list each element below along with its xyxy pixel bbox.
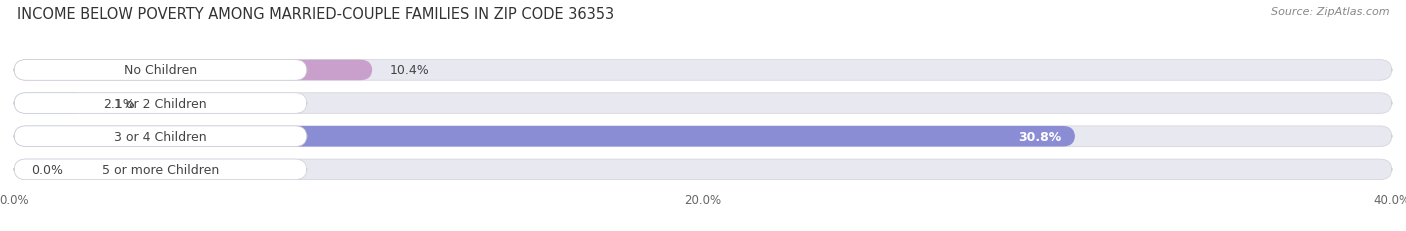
Text: 0.0%: 0.0%	[31, 163, 63, 176]
FancyBboxPatch shape	[14, 126, 307, 147]
FancyBboxPatch shape	[14, 93, 307, 114]
FancyBboxPatch shape	[14, 60, 373, 81]
Text: Source: ZipAtlas.com: Source: ZipAtlas.com	[1271, 7, 1389, 17]
Text: 2.1%: 2.1%	[104, 97, 135, 110]
FancyBboxPatch shape	[14, 93, 1392, 114]
Text: 5 or more Children: 5 or more Children	[101, 163, 219, 176]
FancyBboxPatch shape	[14, 126, 1076, 147]
FancyBboxPatch shape	[14, 60, 1392, 81]
Text: 30.8%: 30.8%	[1018, 130, 1062, 143]
Text: INCOME BELOW POVERTY AMONG MARRIED-COUPLE FAMILIES IN ZIP CODE 36353: INCOME BELOW POVERTY AMONG MARRIED-COUPL…	[17, 7, 614, 22]
FancyBboxPatch shape	[14, 126, 1392, 147]
Text: 10.4%: 10.4%	[389, 64, 429, 77]
Text: 3 or 4 Children: 3 or 4 Children	[114, 130, 207, 143]
Text: No Children: No Children	[124, 64, 197, 77]
FancyBboxPatch shape	[14, 60, 307, 81]
FancyBboxPatch shape	[14, 159, 307, 180]
FancyBboxPatch shape	[14, 159, 1392, 180]
FancyBboxPatch shape	[14, 93, 86, 114]
Text: 1 or 2 Children: 1 or 2 Children	[114, 97, 207, 110]
